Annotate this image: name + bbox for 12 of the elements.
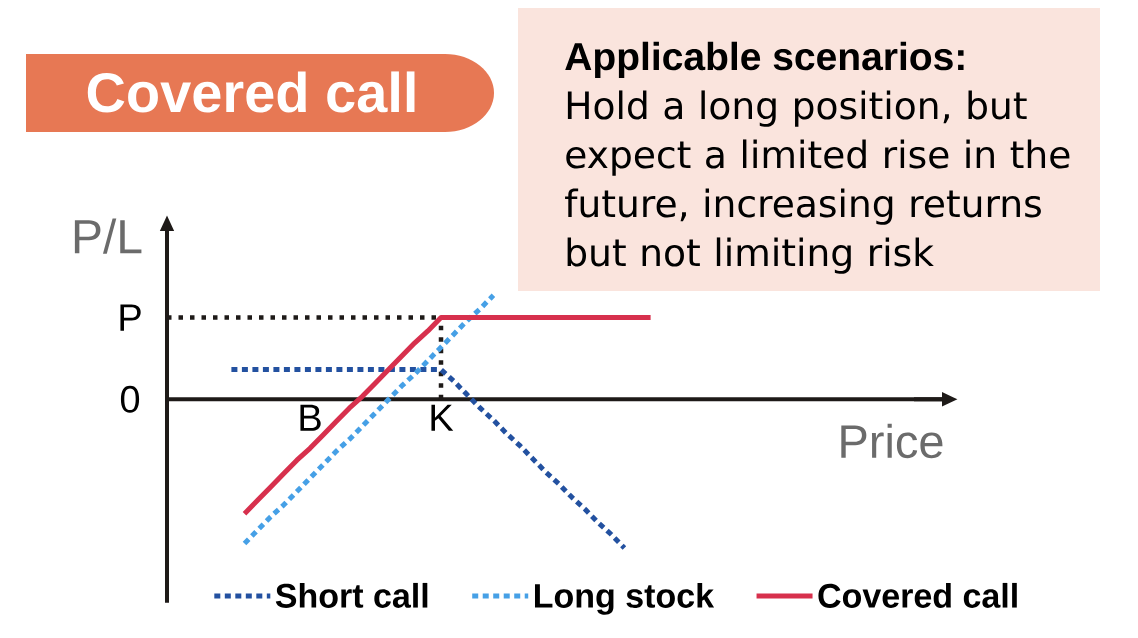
text: Applicable scenarios: [565, 41, 964, 79]
x-tick-label: K [431, 404, 454, 431]
x-axis-title: Price [841, 423, 943, 459]
x-tick-label: B [300, 404, 321, 431]
chart-title: Covered call [87, 71, 415, 113]
y-axis-title: P/L [74, 218, 142, 254]
text: Hold a long position, but expect a limited rise in the future, increasing returns but not limiting risk [565, 90, 1070, 274]
legend-label: Short call [275, 582, 428, 608]
legend-label: Covered call [818, 582, 1017, 608]
legend-label: Long stock [534, 582, 715, 615]
ref-line-label: P [120, 304, 141, 331]
text: 0 [120, 385, 140, 413]
